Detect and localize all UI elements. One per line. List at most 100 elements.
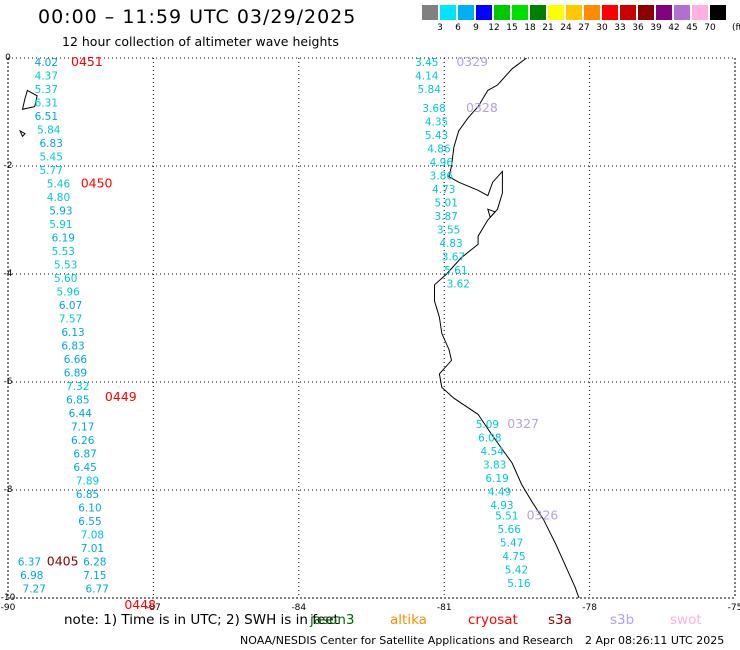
legend-swatch [692, 5, 708, 20]
legend-label: 45 [686, 23, 698, 33]
wave-height-value: 4.49 [488, 486, 511, 498]
wave-height-value: 7.17 [71, 422, 94, 434]
y-tick-label: -4 [4, 269, 13, 279]
wave-height-value: 6.89 [64, 368, 87, 380]
legend-unit: (ft) [732, 23, 740, 33]
wave-height-value: 4.86 [427, 144, 451, 156]
legend-swatch [548, 5, 564, 20]
wave-height-value: 5.84 [418, 84, 442, 96]
wave-height-value: 6.37 [18, 557, 41, 569]
wave-height-value: 4.14 [415, 71, 439, 83]
wave-height-value: 5.45 [40, 152, 63, 164]
wave-height-value: 3.68 [422, 103, 445, 115]
wave-height-value: 6.51 [35, 111, 58, 123]
wave-height-value: 4.73 [432, 184, 455, 196]
wave-height-value: 5.43 [425, 130, 448, 142]
wave-height-value: 6.55 [78, 516, 101, 528]
wave-height-value: 5.51 [495, 511, 518, 523]
satellite-label: altika [390, 612, 427, 628]
legend-label: 42 [668, 23, 680, 33]
pass-time-label: 0451 [71, 54, 103, 69]
pass-time-label: 0327 [507, 416, 539, 431]
wave-height-value: 6.45 [73, 462, 96, 474]
wave-height-value: 6.07 [59, 300, 82, 312]
legend-swatch [566, 5, 582, 20]
wave-height-value: 6.85 [66, 395, 89, 407]
wave-height-value: 5.37 [35, 84, 58, 96]
legend-swatch [602, 5, 618, 20]
wave-height-value: 7.15 [83, 570, 106, 582]
satellite-label: swot [670, 612, 702, 628]
wave-height-value: 7.32 [66, 381, 89, 393]
wave-height-value: 6.83 [61, 341, 84, 353]
x-tick-label: -81 [437, 603, 452, 613]
legend-label: 70 [704, 23, 716, 33]
wave-height-value: 3.45 [415, 57, 438, 69]
pass-time-label: 0326 [527, 508, 559, 523]
wave-height-value: 4.35 [425, 117, 448, 129]
legend-swatch [620, 5, 636, 20]
legend-label: 30 [596, 23, 608, 33]
page-subtitle: 12 hour collection of altimeter wave hei… [62, 34, 339, 49]
legend-label: 6 [455, 23, 461, 33]
wave-height-value: 5.42 [505, 565, 528, 577]
wave-height-value: 6.66 [64, 354, 88, 366]
satellite-label: s3a [548, 612, 572, 628]
x-tick-label: -75 [728, 603, 740, 613]
y-tick-label: -6 [4, 377, 13, 387]
island-outline [19, 129, 26, 138]
legend-swatch [440, 5, 456, 20]
legend-swatch [674, 5, 690, 20]
wave-height-value: 3.67 [442, 252, 465, 264]
wave-height-value: 5.01 [435, 198, 458, 210]
plot-frame [7, 57, 736, 599]
legend-label: 27 [578, 23, 590, 33]
legend-swatch [476, 5, 492, 20]
legend-swatch [530, 5, 546, 20]
pass-time-label: 0449 [105, 389, 137, 404]
pass-time-label: 0405 [47, 554, 79, 569]
wave-height-value: 6.10 [78, 503, 101, 515]
wave-height-value: 5.96 [56, 287, 80, 299]
footnote: note: 1) Time is in UTC; 2) SWH is in fe… [64, 612, 339, 628]
y-tick-label: -10 [1, 593, 16, 603]
satellite-label: jason3 [310, 612, 355, 628]
legend-label: 9 [473, 23, 479, 33]
wave-height-value: 5.77 [40, 165, 63, 177]
x-tick-label: -90 [1, 603, 16, 613]
wave-height-value: 3.55 [437, 225, 460, 237]
wave-height-value: 6.85 [76, 489, 99, 501]
credit-line: NOAA/NESDIS Center for Satellite Applica… [240, 634, 574, 647]
wave-height-value: 7.08 [81, 530, 104, 542]
legend-swatch [422, 5, 438, 20]
wave-height-value: 3.86 [430, 171, 454, 183]
legend-label: 24 [560, 23, 572, 33]
wave-height-value: 6.08 [478, 432, 501, 444]
wave-height-value: 7.01 [81, 543, 104, 555]
legend-label: 18 [524, 23, 536, 33]
wave-height-value: 5.91 [49, 219, 72, 231]
wave-height-value: 4.54 [481, 446, 505, 458]
y-tick-label: -2 [4, 161, 13, 171]
pass-time-label: 0329 [456, 54, 488, 69]
island-outline [21, 89, 38, 110]
wave-height-value: 6.19 [52, 233, 75, 245]
legend-label: 33 [614, 23, 626, 33]
wave-height-value: 5.66 [498, 524, 522, 536]
wave-height-value: 5.60 [54, 273, 77, 285]
pass-time-label: 0450 [81, 176, 113, 191]
pass-time-label: 0448 [124, 597, 156, 612]
wave-height-value: 5.53 [52, 246, 75, 258]
island-outline [487, 208, 496, 219]
legend-swatch [656, 5, 672, 20]
wave-height-value: 6.19 [485, 473, 508, 485]
wave-height-value: 6.98 [20, 570, 43, 582]
wave-height-value: 4.75 [502, 551, 525, 563]
satellite-label: cryosat [468, 612, 518, 628]
wave-height-value: 5.93 [49, 206, 72, 218]
timestamp: 2 Apr 08:26:11 UTC 2025 [585, 634, 725, 647]
wave-height-value: 7.89 [76, 476, 99, 488]
wave-height-value: 4.83 [439, 238, 462, 250]
wave-height-value: 4.02 [35, 57, 58, 69]
wave-height-value: 4.93 [490, 500, 513, 512]
